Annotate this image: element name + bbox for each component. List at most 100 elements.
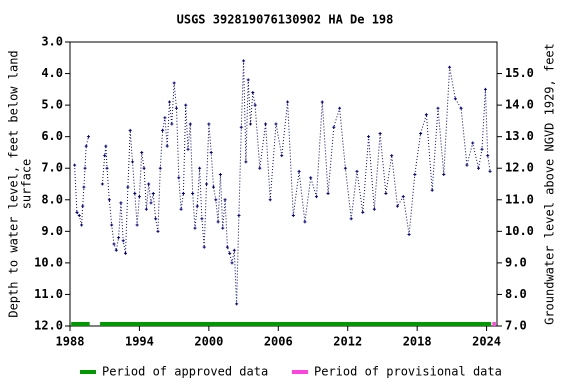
y2-tick-label: 8.0 xyxy=(505,287,527,301)
data-point xyxy=(172,81,176,85)
data-point xyxy=(471,141,475,145)
y-tick-label: 11.0 xyxy=(34,287,63,301)
data-point xyxy=(320,100,324,104)
data-point xyxy=(251,90,255,94)
data-point xyxy=(401,195,405,199)
data-point xyxy=(246,78,250,82)
x-tick-label: 2018 xyxy=(403,335,432,349)
data-point xyxy=(100,182,104,186)
data-point xyxy=(244,160,248,164)
data-point xyxy=(77,214,81,218)
y-tick-label: 8.0 xyxy=(41,192,63,206)
y-tick-label: 10.0 xyxy=(34,255,63,269)
data-point xyxy=(218,173,222,177)
data-point xyxy=(378,132,382,136)
data-point xyxy=(486,154,490,158)
y-tick-label: 9.0 xyxy=(41,224,63,238)
data-point xyxy=(198,166,202,170)
data-point xyxy=(105,166,109,170)
y-tick-label: 12.0 xyxy=(34,319,63,333)
data-point xyxy=(165,144,169,148)
data-point xyxy=(355,169,359,173)
data-point xyxy=(349,217,353,221)
data-point xyxy=(104,144,108,148)
data-point xyxy=(135,223,139,227)
x-tick-label: 2012 xyxy=(333,335,362,349)
y2-tick-label: 7.0 xyxy=(505,319,527,333)
data-point xyxy=(230,261,234,265)
data-point xyxy=(121,239,125,243)
data-point xyxy=(87,135,91,139)
data-point xyxy=(205,182,209,186)
data-point xyxy=(216,220,220,224)
data-point xyxy=(83,166,87,170)
data-point xyxy=(119,201,123,205)
data-point xyxy=(297,169,301,173)
data-point xyxy=(126,185,130,189)
period-bar xyxy=(492,322,496,326)
data-point xyxy=(142,166,146,170)
data-point xyxy=(130,160,134,164)
data-point xyxy=(253,103,257,107)
data-point xyxy=(239,125,243,129)
data-point xyxy=(179,207,183,211)
data-point xyxy=(384,191,388,195)
data-point xyxy=(177,176,181,180)
data-point xyxy=(480,147,484,151)
data-point xyxy=(453,97,457,101)
data-point xyxy=(413,173,417,177)
y2-tick-label: 15.0 xyxy=(505,66,534,80)
data-point xyxy=(291,214,295,218)
data-point xyxy=(140,150,144,154)
data-point xyxy=(419,132,423,136)
data-point xyxy=(223,198,227,202)
data-point xyxy=(280,154,284,158)
data-point xyxy=(407,232,411,236)
data-point xyxy=(268,198,272,202)
data-point xyxy=(117,236,121,240)
data-point xyxy=(158,166,162,170)
data-point xyxy=(395,204,399,208)
data-point xyxy=(202,245,206,249)
y2-axis-label: Groundwater level above NGVD 1929, feet xyxy=(543,43,557,325)
data-point xyxy=(184,103,188,107)
y-axis-label: Depth to water level, feet below land xyxy=(7,50,21,317)
data-point xyxy=(114,248,118,252)
x-tick-label: 2000 xyxy=(194,335,223,349)
data-point xyxy=(84,144,88,148)
data-point xyxy=(232,248,236,252)
data-point xyxy=(237,214,241,218)
data-point xyxy=(326,191,330,195)
data-point xyxy=(156,229,160,233)
y-tick-label: 6.0 xyxy=(41,129,63,143)
data-line xyxy=(74,60,491,304)
data-point xyxy=(228,251,232,255)
data-point xyxy=(133,191,137,195)
y2-tick-label: 11.0 xyxy=(505,192,534,206)
data-point xyxy=(161,128,165,132)
data-point xyxy=(110,223,114,227)
data-point xyxy=(249,122,253,126)
x-tick-label: 2024 xyxy=(472,335,501,349)
data-point xyxy=(149,201,153,205)
y-axis-label: surface xyxy=(20,159,34,210)
data-point xyxy=(124,251,128,255)
data-point xyxy=(338,106,342,110)
data-point xyxy=(75,210,79,214)
data-point xyxy=(211,185,215,189)
data-point xyxy=(264,122,268,126)
period-bar xyxy=(100,322,492,326)
data-point xyxy=(225,245,229,249)
chart-title: USGS 392819076130902 HA De 198 xyxy=(177,13,394,27)
data-point xyxy=(343,166,347,170)
legend-label: Period of provisional data xyxy=(314,365,502,379)
y2-tick-label: 12.0 xyxy=(505,161,534,175)
data-point xyxy=(174,106,178,110)
data-point xyxy=(195,204,199,208)
y-tick-label: 3.0 xyxy=(41,35,63,49)
y-tick-label: 5.0 xyxy=(41,98,63,112)
legend-label: Period of approved data xyxy=(102,365,268,379)
data-point xyxy=(242,59,246,63)
data-point xyxy=(309,176,313,180)
